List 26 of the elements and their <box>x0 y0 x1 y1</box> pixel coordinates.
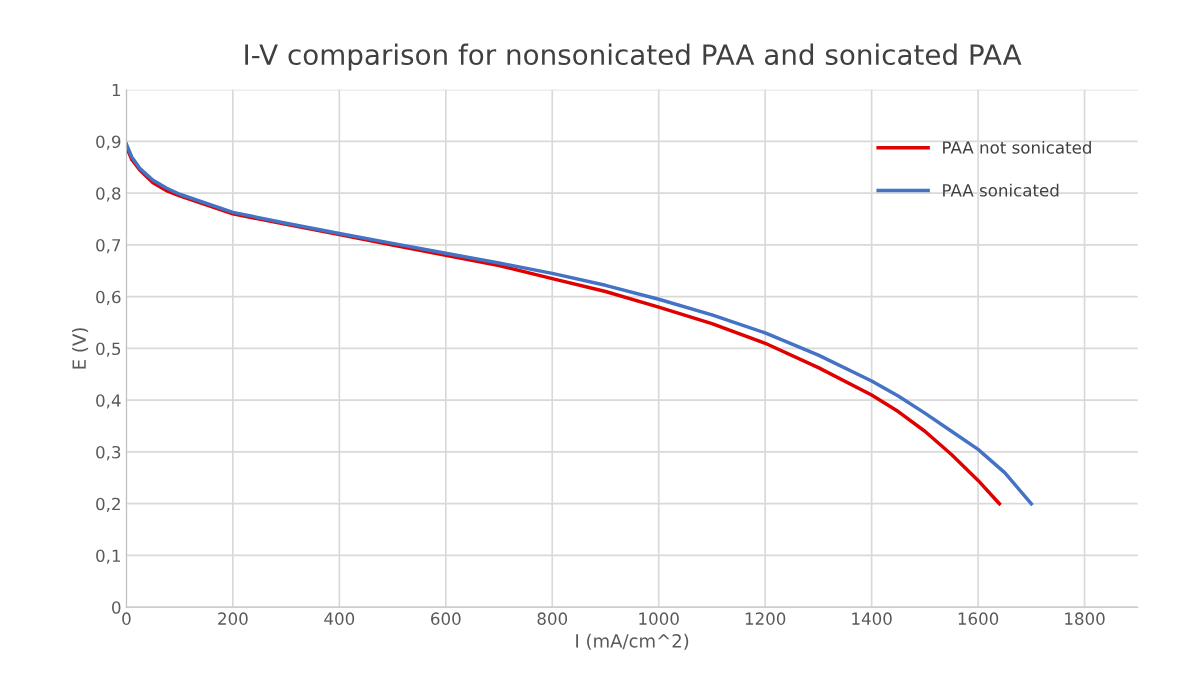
y-tick-label: 0,7 <box>96 238 121 254</box>
x-tick-label: 1400 <box>852 612 892 625</box>
x-tick-label: 200 <box>218 612 248 625</box>
x-tick-label: 1800 <box>1065 612 1105 625</box>
legend-label: PAA not sonicated <box>943 140 1091 154</box>
y-tick-label: 0,6 <box>96 290 121 305</box>
y-tick-label: 0,1 <box>96 549 121 564</box>
y-axis-title: E (V) <box>72 328 89 369</box>
y-tick-label: 0,2 <box>96 497 120 512</box>
y-tick-label: 0,3 <box>96 445 121 461</box>
x-tick-label: 1200 <box>745 612 786 625</box>
x-tick-label: 600 <box>431 612 461 625</box>
x-tick-label: 800 <box>537 612 568 625</box>
x-tick-label: 1000 <box>639 612 679 625</box>
x-tick-label: 400 <box>324 612 355 625</box>
y-tick-label: 0,9 <box>96 135 121 150</box>
x-axis-title: I (mA/cm^2) <box>576 633 689 650</box>
y-tick-label: 0,5 <box>96 342 121 357</box>
chart-title: I-V comparison for nonsonicated PAA and sonicated PAA <box>245 43 1022 71</box>
legend-label: PAA sonicated <box>943 183 1059 197</box>
y-tick-label: 0 <box>112 601 121 614</box>
y-tick-label: 0,4 <box>96 394 121 409</box>
x-tick-label: 0 <box>122 612 131 625</box>
y-tick-label: 1 <box>112 83 121 97</box>
x-tick-label: 1600 <box>958 612 999 625</box>
y-tick-label: 0,8 <box>96 187 121 202</box>
